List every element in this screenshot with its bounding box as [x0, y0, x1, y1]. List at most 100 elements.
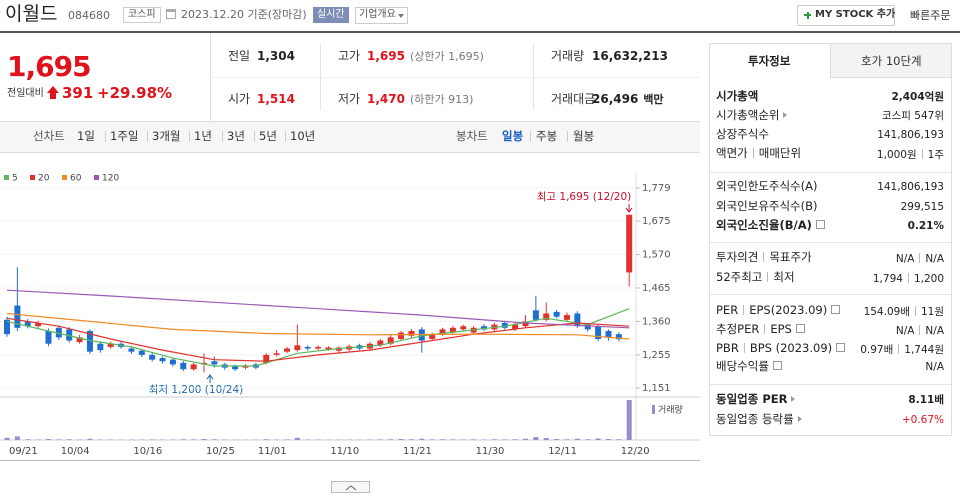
separator [914, 306, 916, 316]
x-tick-label: 11/01 [258, 446, 287, 457]
period-tab[interactable]: 일봉 [502, 129, 524, 143]
info-label: 배당수익률 [716, 359, 782, 373]
candle-body [335, 347, 342, 351]
info-label: 52주최고 최저 [716, 271, 795, 284]
volume-bar [523, 438, 528, 440]
volume-bar [211, 439, 217, 440]
quote-label: 전일 [228, 49, 251, 63]
value-text: 1,794 [872, 273, 903, 285]
info-value: 141,806,193 [877, 182, 944, 193]
ma-line [6, 308, 630, 367]
period-tab[interactable]: 1일 [77, 129, 95, 143]
candle-body [180, 362, 187, 370]
period-tab[interactable]: 1주일 [110, 129, 139, 143]
value-text: N/A [925, 253, 944, 265]
candle-body [4, 319, 10, 335]
mystock-button[interactable] [797, 5, 895, 26]
info-value: 0.97배 1,744원 [860, 344, 944, 356]
separator [743, 343, 745, 353]
y-tick-label: 1,255 [642, 350, 671, 361]
mystock-label: MY STOCK 추가 [815, 9, 896, 20]
candle-body [481, 326, 488, 330]
company-info-label: 기업개요 [359, 9, 396, 20]
candle-body [273, 353, 280, 355]
up-arrow-head [47, 86, 59, 93]
candle-body [14, 305, 21, 328]
volume-bar [491, 439, 497, 440]
separator [763, 252, 765, 262]
value-text: 0.97배 [860, 344, 894, 356]
candle-body [512, 324, 519, 330]
candle-body [107, 343, 114, 347]
period-tab[interactable]: 주봉 [536, 129, 558, 143]
help-icon[interactable] [836, 343, 846, 352]
info-value: 1,794 1,200 [873, 273, 944, 285]
quick-order[interactable]: 빠른주문 [910, 9, 951, 22]
value-text: 1,200 [913, 273, 944, 285]
label-text: EPS [770, 322, 792, 336]
label-text: 추정PER [716, 322, 760, 336]
tab[interactable]: 호가 10단계 [861, 54, 922, 68]
value-text: 141,806,193 [877, 129, 944, 141]
period-tab[interactable]: 5년 [259, 129, 277, 143]
label-text: 배당수익률 [716, 359, 769, 373]
volume-legend-swatch [652, 405, 655, 414]
candle-body [398, 332, 405, 339]
volume-bar [585, 439, 591, 440]
info-value: N/A [925, 362, 944, 373]
label-text: 목표주가 [769, 250, 812, 264]
x-tick-label: 11/30 [476, 446, 505, 457]
info-label: 상장주식수 [716, 127, 769, 141]
help-icon[interactable] [831, 305, 841, 314]
separator [743, 305, 745, 315]
help-icon[interactable] [795, 324, 805, 333]
y-tick-label: 1,779 [642, 183, 671, 194]
info-value: 0.21% [908, 221, 944, 232]
section-divider [710, 384, 951, 385]
period-tab[interactable]: 3년 [227, 129, 245, 143]
period-tab[interactable]: 1년 [194, 129, 212, 143]
ma-line [6, 312, 630, 340]
period-tab[interactable]: 3개월 [152, 129, 181, 143]
volume-bar [543, 438, 549, 440]
candle-body [55, 327, 62, 338]
period-tab[interactable]: 월봉 [573, 129, 595, 143]
quote-note: 백만 [643, 93, 664, 106]
separator [898, 344, 900, 354]
volume-bar [398, 439, 404, 440]
candle-body [543, 313, 550, 320]
section-divider [710, 242, 951, 243]
info-value: 2,404억원 [891, 92, 944, 103]
line-chart-label: 선차트 [33, 129, 65, 143]
stock-chart: 최고 1,695 (12/20) 최저 1,200 (10/24) 거래량 1,… [0, 173, 700, 457]
help-icon[interactable] [772, 361, 782, 370]
volume-bar [574, 438, 580, 440]
info-value: 154.09배 11원 [864, 306, 944, 318]
legend-swatch [30, 175, 35, 180]
help-icon[interactable] [815, 220, 825, 229]
info-panel [709, 43, 952, 436]
value-text: N/A [895, 325, 915, 337]
volume-bar [440, 439, 446, 440]
label-text: 상장주식수 [716, 127, 769, 141]
tab[interactable]: 투자정보 [748, 54, 791, 68]
info-value: 코스피 547위 [882, 111, 944, 122]
change-label: 전일대비 [7, 88, 44, 99]
plus-v [806, 11, 809, 19]
arrow-icon [783, 112, 788, 118]
realtime-badge[interactable]: 실시간 [313, 7, 349, 23]
volume-bar [4, 437, 10, 440]
volume-bar [554, 439, 560, 440]
volume-bar [626, 400, 632, 440]
period-tab[interactable]: 10년 [290, 129, 316, 143]
stock-code: 084680 [68, 9, 110, 22]
value-text: 2,404억원 [891, 91, 944, 103]
value-text: 299,515 [900, 201, 944, 213]
info-label: 시가총액순위 [716, 109, 788, 122]
candle-body [615, 334, 622, 340]
separator [752, 148, 754, 158]
date: 2023.12.20 기준(장마감) [181, 8, 307, 21]
company-info-button[interactable] [355, 7, 408, 24]
info-label: 외국인한도주식수(A) [716, 180, 817, 193]
volume-bar [502, 439, 508, 440]
